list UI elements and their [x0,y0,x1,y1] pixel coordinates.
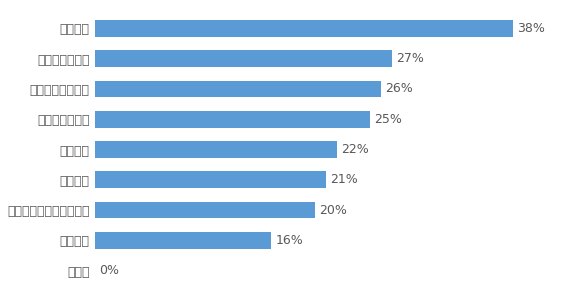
Bar [95,80,381,97]
Bar [95,111,370,127]
Text: 16%: 16% [275,234,303,247]
Text: 25%: 25% [374,113,402,126]
Text: 0%: 0% [99,264,120,277]
Text: 20%: 20% [319,204,347,217]
Bar [95,172,326,188]
Text: 38%: 38% [517,22,545,35]
Text: 22%: 22% [341,143,369,156]
Text: 21%: 21% [331,173,358,186]
Bar [95,50,392,67]
Bar [95,202,315,219]
Bar [95,20,513,36]
Bar [95,141,337,158]
Bar [95,232,271,249]
Text: 27%: 27% [396,52,424,65]
Text: 26%: 26% [385,82,413,95]
